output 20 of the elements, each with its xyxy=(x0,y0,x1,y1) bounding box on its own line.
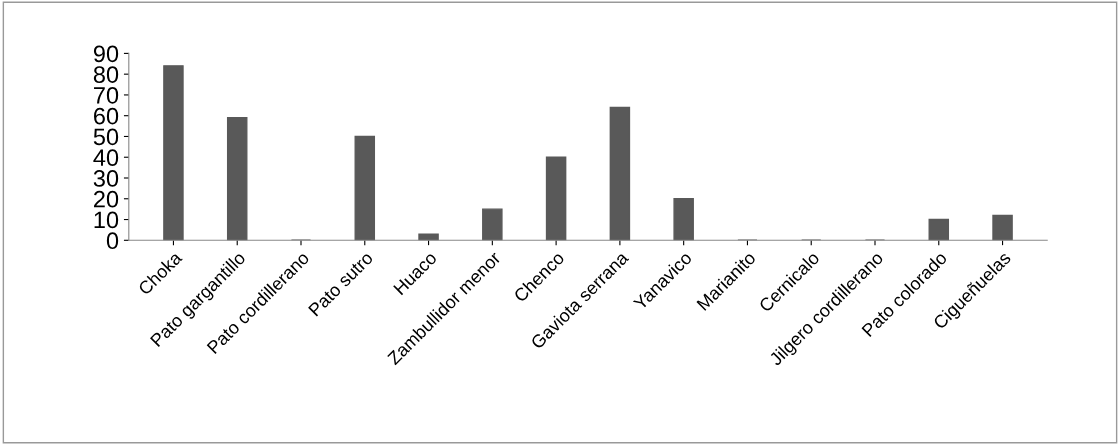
bar xyxy=(418,233,439,241)
bar xyxy=(673,198,694,241)
bar xyxy=(226,117,248,241)
y-tick-label: 10 xyxy=(94,211,119,229)
y-tick-label: 0 xyxy=(106,232,119,250)
y-tick-label: 80 xyxy=(93,66,119,83)
y-tick-label: 40 xyxy=(93,149,119,167)
bar xyxy=(992,214,1013,241)
bar xyxy=(545,156,567,241)
y-tick-label: 50 xyxy=(93,128,119,146)
y-tick-label: 70 xyxy=(94,87,119,104)
y-tick-label: 20 xyxy=(94,190,119,208)
bar xyxy=(163,65,184,241)
bar xyxy=(609,106,631,241)
bar xyxy=(928,218,950,241)
bar xyxy=(482,208,503,241)
y-tick-label: 60 xyxy=(94,107,119,125)
bar xyxy=(354,135,376,241)
y-tick-label: 90 xyxy=(93,45,119,63)
y-tick-label: 30 xyxy=(93,170,119,187)
